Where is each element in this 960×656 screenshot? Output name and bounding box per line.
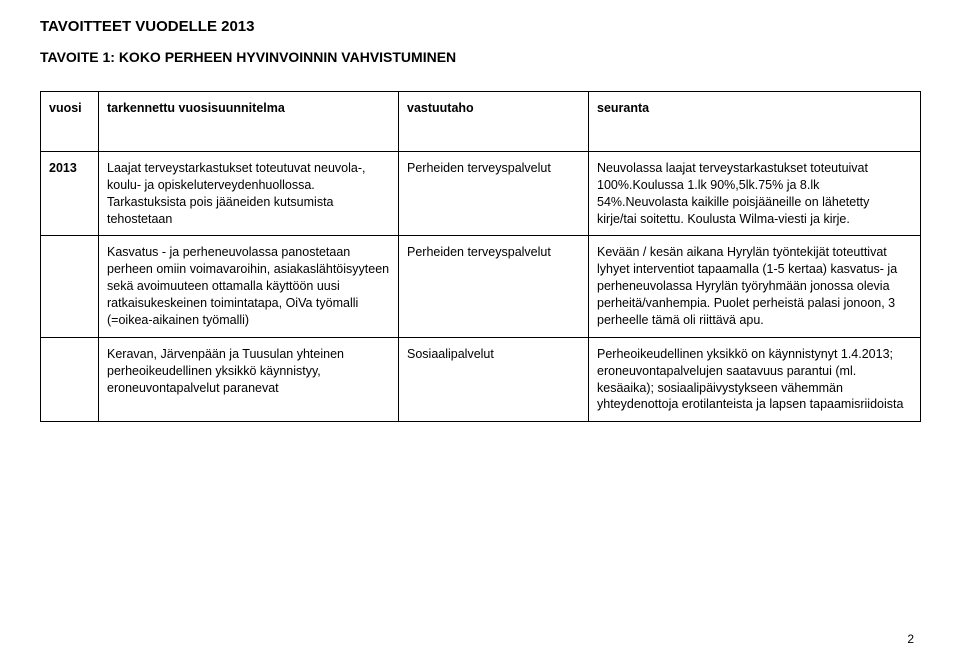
- cell-year: [41, 337, 99, 422]
- cell-tracking: Neuvolassa laajat terveystarkastukset to…: [589, 151, 921, 236]
- cell-plan: Kasvatus - ja perheneuvolassa panostetaa…: [99, 236, 399, 337]
- cell-responsible: Perheiden terveyspalvelut: [399, 236, 589, 337]
- page-title: TAVOITTEET VUODELLE 2013: [40, 18, 920, 35]
- cell-tracking: Perheoikeudellinen yksikkö on käynnistyn…: [589, 337, 921, 422]
- page-subtitle: TAVOITE 1: KOKO PERHEEN HYVINVOINNIN VAH…: [40, 49, 920, 65]
- page-number: 2: [907, 632, 914, 646]
- cell-year: 2013: [41, 151, 99, 236]
- goals-table: vuosi tarkennettu vuosisuunnitelma vastu…: [40, 91, 921, 422]
- cell-plan: Laajat terveystarkastukset toteutuvat ne…: [99, 151, 399, 236]
- cell-year: [41, 236, 99, 337]
- col-header-plan: tarkennettu vuosisuunnitelma: [99, 92, 399, 152]
- cell-responsible: Sosiaalipalvelut: [399, 337, 589, 422]
- table-row: Keravan, Järvenpään ja Tuusulan yhteinen…: [41, 337, 921, 422]
- table-row: Kasvatus - ja perheneuvolassa panostetaa…: [41, 236, 921, 337]
- cell-responsible: Perheiden terveyspalvelut: [399, 151, 589, 236]
- cell-plan: Keravan, Järvenpään ja Tuusulan yhteinen…: [99, 337, 399, 422]
- cell-tracking: Kevään / kesän aikana Hyrylän työntekijä…: [589, 236, 921, 337]
- table-header-row: vuosi tarkennettu vuosisuunnitelma vastu…: [41, 92, 921, 152]
- col-header-year: vuosi: [41, 92, 99, 152]
- col-header-responsible: vastuutaho: [399, 92, 589, 152]
- table-row: 2013 Laajat terveystarkastukset toteutuv…: [41, 151, 921, 236]
- col-header-tracking: seuranta: [589, 92, 921, 152]
